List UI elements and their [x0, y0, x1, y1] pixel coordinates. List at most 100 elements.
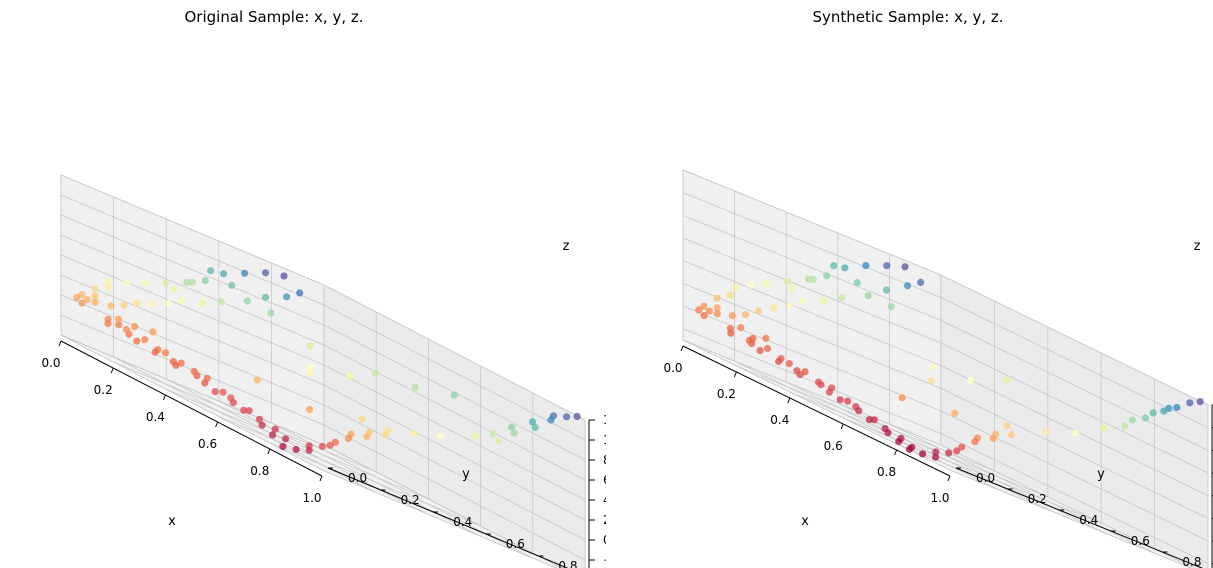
scatter-point [141, 336, 149, 344]
scatter-point [713, 310, 721, 318]
scatter-point [331, 438, 339, 446]
side-pane [682, 169, 942, 446]
x-axis-line [682, 345, 951, 477]
scatter-point [280, 272, 288, 280]
gridline [60, 174, 325, 286]
x-tick [787, 397, 791, 404]
scatter-point [929, 363, 937, 371]
gridline [940, 410, 1209, 542]
scatter-point [220, 270, 228, 278]
gridline [323, 364, 586, 501]
scatter-point [282, 435, 290, 443]
scatter-point [763, 280, 771, 288]
gridline [734, 360, 1002, 492]
axis-labels: 0.00.20.40.60.81.00.00.20.40.60.81.0−202… [663, 239, 1213, 568]
scatter-point [104, 277, 112, 285]
gridline [889, 423, 1157, 555]
x-tick-label: 0.4 [146, 410, 165, 424]
x-tick-label: 0.0 [41, 356, 60, 370]
scatter-point [178, 297, 186, 305]
scatter-point [243, 297, 251, 305]
scatter-point [345, 372, 354, 380]
scatter-point [528, 418, 537, 426]
gridline [323, 404, 586, 541]
scatter-point [91, 292, 99, 300]
scatter-point [700, 312, 708, 320]
scatter-point [279, 442, 287, 451]
gridline [321, 469, 558, 568]
scatter-point [141, 279, 149, 287]
y-tick-label: 0.8 [1182, 555, 1201, 568]
scatter-point [770, 304, 778, 312]
scatter-point [547, 416, 555, 424]
scatter-point [296, 289, 304, 297]
scatter-point [836, 396, 844, 404]
gridline [113, 361, 377, 473]
gridline [60, 214, 325, 326]
scatter-point [786, 301, 794, 309]
axes-frame [60, 174, 590, 568]
scatter-point [737, 324, 745, 332]
scatter-point [1186, 399, 1194, 407]
scatter-point [1160, 407, 1168, 415]
gridline [682, 305, 942, 412]
scatter-point [241, 269, 249, 277]
scatter-point [363, 433, 371, 441]
y-tick-label: 0.0 [348, 471, 367, 485]
scatter-point [253, 376, 261, 384]
gridline [786, 381, 1054, 513]
x-tick [840, 423, 844, 430]
scatter-point [245, 407, 253, 415]
scatter-point [563, 413, 571, 421]
scatter-point [884, 429, 892, 437]
y-tick-label: 0.2 [401, 493, 420, 507]
x-tick-label: 1.0 [930, 491, 949, 505]
scatter-point [966, 376, 974, 385]
scatter-point [133, 300, 141, 308]
gridline [60, 334, 325, 446]
scatter-point [705, 307, 713, 315]
scatter-point [267, 309, 275, 317]
scatter-point [1173, 403, 1181, 412]
gridline [949, 469, 1192, 568]
scatter-point [494, 437, 502, 445]
scatter-point [823, 272, 831, 280]
x-tick [162, 394, 166, 401]
scatter-point [945, 449, 953, 457]
scatter-point [756, 347, 764, 355]
scatter-point [841, 264, 849, 272]
gridline [60, 254, 325, 366]
z-tick-label: 10 [603, 433, 606, 447]
scatter-point [104, 320, 112, 328]
scatter-point [726, 291, 734, 299]
scatter-point [262, 293, 270, 301]
y-tick-label: 0.4 [1079, 513, 1098, 527]
scatter-point [450, 391, 458, 399]
x-tick [319, 475, 323, 482]
x-axis-line [60, 340, 323, 477]
scatter-point [240, 406, 248, 414]
x-tick [733, 371, 737, 378]
gridline [323, 384, 586, 521]
gridline [940, 387, 1209, 519]
scatter-point [958, 443, 966, 451]
y-axis-label: y [1097, 467, 1105, 482]
scatter-point [228, 281, 236, 289]
scatter-point [1100, 424, 1108, 433]
gridline [682, 328, 942, 435]
scatter-point [183, 278, 191, 286]
gridline [682, 192, 942, 299]
scatter-point [510, 429, 518, 437]
z-tick-label: 2 [603, 513, 606, 527]
gridline [60, 274, 325, 386]
scatter-point [932, 453, 940, 461]
scatter-point [151, 348, 159, 356]
scatter-point [255, 415, 264, 423]
scatter-point [306, 342, 314, 350]
scatter-point [775, 357, 783, 366]
scatter-point [258, 421, 266, 429]
x-tick [215, 421, 219, 428]
gridline [60, 294, 325, 406]
gridline [940, 433, 1209, 565]
scatter-point [1071, 429, 1079, 437]
